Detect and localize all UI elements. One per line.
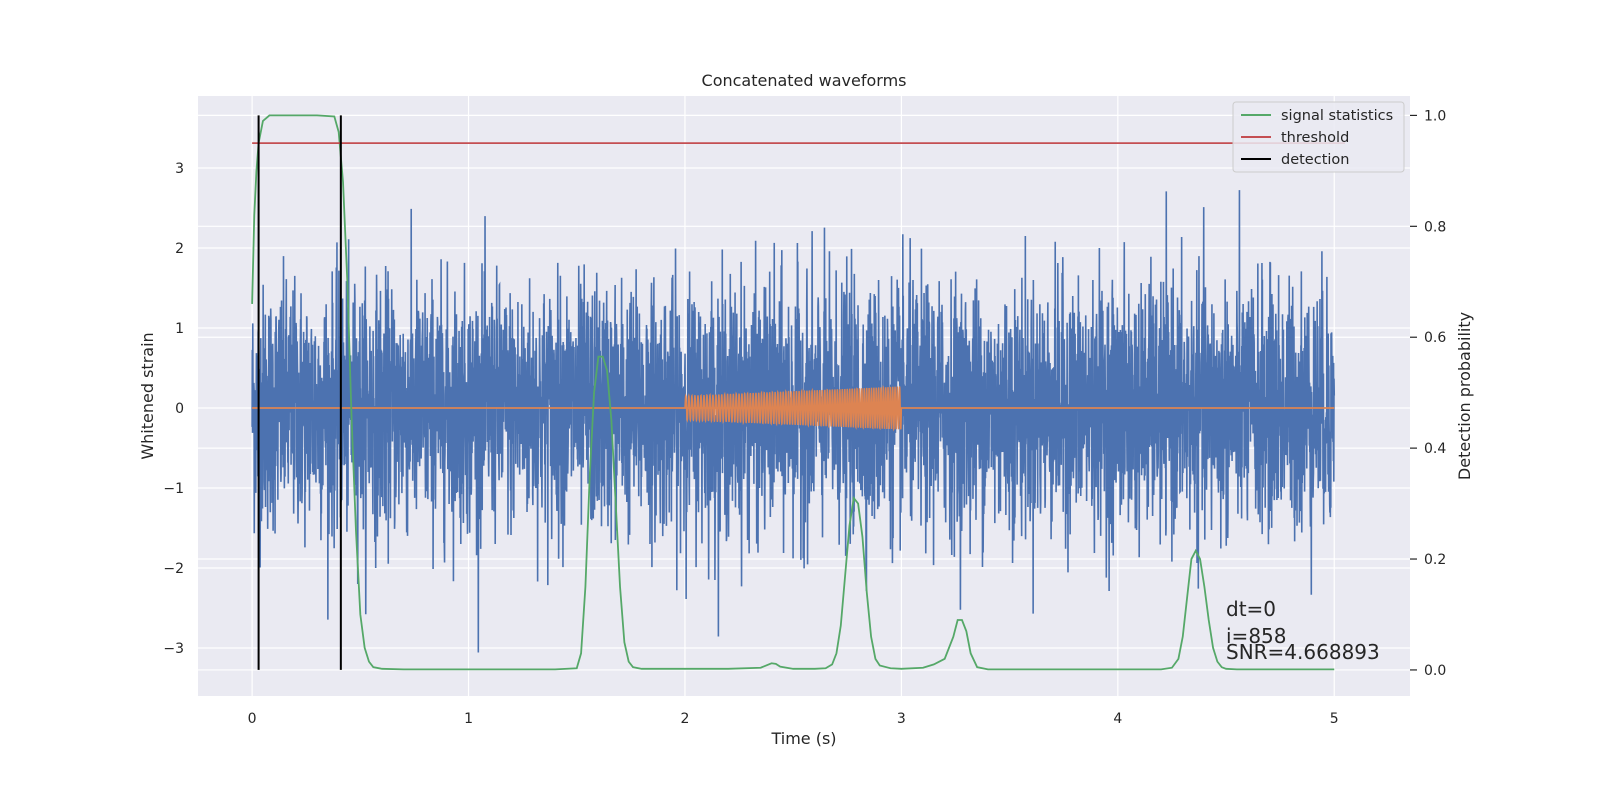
x-tick-label: 4	[1113, 711, 1122, 727]
legend-box	[1232, 101, 1405, 173]
legend-label: signal statistics	[1281, 108, 1393, 124]
y-tick-label: 1	[175, 321, 184, 337]
y2-tick-label: 1.0	[1424, 108, 1446, 124]
y-tick-label: 2	[175, 241, 184, 257]
y-tick-label: −3	[163, 641, 184, 657]
right-axis-series	[251, 114, 1346, 671]
x-tick-label: 3	[897, 711, 906, 727]
y2-tick-label: 0.8	[1424, 219, 1446, 235]
chart-title: Concatenated waveforms	[702, 71, 907, 90]
y2-axis-label: Detection probability	[1455, 312, 1474, 480]
legend-label: detection	[1281, 152, 1349, 168]
x-axis-ticks: 0 1 2 3 4 5	[248, 711, 1339, 727]
signal-statistics-line	[251, 114, 1335, 671]
legend: signal statistics threshold detection	[1232, 101, 1405, 173]
annotation-index: i=858	[1226, 624, 1287, 648]
legend-label: threshold	[1281, 130, 1349, 146]
x-tick-label: 2	[681, 711, 690, 727]
x-axis-label: Time (s)	[770, 729, 836, 748]
x-tick-label: 5	[1330, 711, 1339, 727]
y-tick-label: −2	[163, 561, 184, 577]
y-tick-label: 3	[175, 161, 184, 177]
x-tick-label: 0	[248, 711, 257, 727]
y-axis-ticks: −3 −2 −1 0 1 2 3	[163, 161, 184, 657]
y-tick-label: −1	[163, 481, 184, 497]
y2-tick-label: 0.4	[1424, 441, 1446, 457]
y-tick-label: 0	[175, 401, 184, 417]
y2-tick-label: 0.0	[1424, 663, 1446, 679]
plot-data-layer	[251, 190, 1336, 653]
y2-axis-ticks: 0.0 0.2 0.4 0.6 0.8 1.0	[1410, 108, 1446, 679]
whitened-strain-line	[251, 190, 1336, 653]
y2-tick-label: 0.6	[1424, 330, 1446, 346]
annotation-dt: dt=0	[1226, 597, 1276, 621]
y2-tick-label: 0.2	[1424, 552, 1446, 568]
x-tick-label: 1	[464, 711, 473, 727]
annotation-snr: SNR=4.668893	[1226, 640, 1380, 664]
y-axis-label: Whitened strain	[138, 332, 157, 459]
